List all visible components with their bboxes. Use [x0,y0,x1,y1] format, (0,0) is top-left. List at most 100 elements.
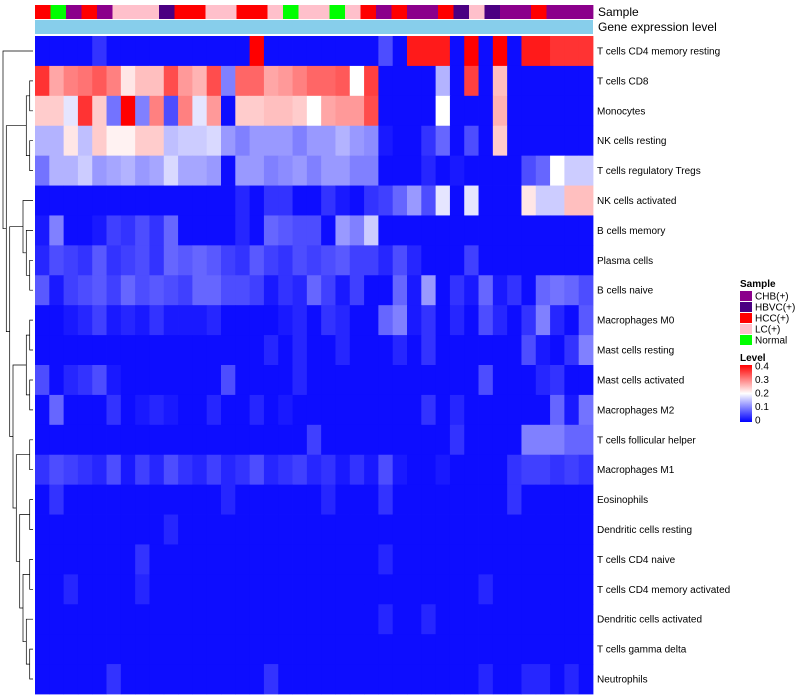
heatmap-cell [163,245,179,276]
heatmap-cell [392,155,408,186]
sample-annotation-cell [360,5,377,19]
heatmap-cell [349,65,365,97]
heatmap-cell [49,36,65,67]
dendrogram-branch [29,259,33,291]
heatmap-cell [278,574,293,605]
heatmap-cell [206,365,222,396]
heatmap-cell [578,604,594,635]
heatmap-cell [192,275,208,306]
heatmap-cell [578,125,594,157]
heatmap-cell [106,36,122,67]
heatmap-cell [106,305,122,336]
heatmap-cell [478,634,494,665]
heatmap-cell [464,634,479,665]
heatmap-cell [263,574,279,605]
heatmap-cell [435,125,451,157]
heatmap-cell [206,185,222,216]
heatmap-cell [306,36,322,67]
heatmap-cell [135,185,150,216]
heatmap-cell [321,484,336,515]
heatmap-cell [77,454,93,486]
heatmap-cell [492,424,508,456]
heatmap-cell [163,424,179,456]
heatmap-cell [163,65,179,97]
dendrogram-branch [9,226,23,437]
heatmap-cell [349,574,365,605]
heatmap-cell [35,664,50,695]
heatmap-cell [149,155,165,186]
dendrogram-branch [29,80,33,112]
heatmap-cell [464,335,479,366]
heatmap-cell [521,185,537,216]
sample-annotation-cell [314,5,330,19]
heatmap-cell [335,604,351,635]
heatmap-cell [120,185,136,216]
heatmap-cell [435,664,451,695]
heatmap-cell [35,155,50,186]
heatmap-cell [321,365,336,396]
heatmap-cell [221,544,236,575]
heatmap-cell [421,95,437,127]
heatmap-cell [478,335,494,366]
heatmap-cell [235,65,251,97]
heatmap-cell [206,424,222,456]
heatmap-cell [35,514,50,545]
sample-annotation-cell [577,5,594,19]
heatmap-cell [335,365,351,396]
heatmap-cell [77,574,93,605]
heatmap-cell [192,484,208,515]
heatmap-cell [364,394,379,426]
heatmap-cell [221,634,236,665]
heatmap-cell [492,275,508,306]
heatmap-cell [49,454,65,486]
heatmap-cell [564,275,580,306]
heatmap-cell [378,275,394,306]
heatmap-cell [163,394,179,426]
heatmap-cell [163,634,179,665]
heatmap-cell [306,365,322,396]
heatmap-cell [135,424,150,456]
heatmap-cell [321,275,336,306]
heatmap-cell [192,155,208,186]
heatmap-cell [435,335,451,366]
row-label: NK cells resting [597,136,666,147]
heatmap-cell [63,305,79,336]
heatmap-cell [464,394,479,426]
heatmap-cell [49,125,65,157]
heatmap-cell [292,36,308,67]
heatmap-cell [349,305,365,336]
heatmap-cell [421,394,437,426]
heatmap-cell [378,634,394,665]
heatmap-cell [35,36,50,67]
heatmap-cell [321,245,336,276]
heatmap-cell [149,544,165,575]
heatmap-cell [378,65,394,97]
heatmap-cell [63,36,79,67]
heatmap-cell [421,544,437,575]
heatmap-cell [478,65,494,97]
heatmap-cell [63,65,79,97]
heatmap-cell [407,65,422,97]
heatmap-cell [249,95,265,127]
heatmap-cell [221,95,236,127]
heatmap-cell [249,604,265,635]
heatmap-cell [135,544,150,575]
heatmap-cell [163,95,179,127]
heatmap-cell [335,125,351,157]
heatmap-cell [235,155,251,186]
heatmap-cell [535,634,551,665]
heatmap-cell [550,634,565,665]
row-label: Macrophages M1 [597,465,675,476]
heatmap-cell [349,215,365,246]
heatmap-cell [149,514,165,545]
heatmap-cell [335,155,351,186]
heatmap-cell [35,275,50,306]
heatmap-cell [292,604,308,635]
heatmap-cell [106,125,122,157]
heatmap-cell [249,424,265,456]
sample-annotation-label: Sample [598,5,639,19]
sample-legend-title: Sample [740,279,776,290]
heatmap-cell [407,514,422,545]
heatmap-cell [263,484,279,515]
heatmap-cell [178,65,193,97]
